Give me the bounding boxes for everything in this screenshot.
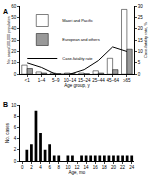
svg-text:4: 4: [14, 136, 17, 141]
svg-text:10–14: 10–14: [64, 78, 77, 83]
svg-text:40: 40: [11, 26, 17, 31]
svg-text:2: 2: [30, 165, 33, 170]
svg-text:0: 0: [138, 72, 141, 77]
svg-text:10: 10: [65, 165, 71, 170]
svg-text:20: 20: [11, 49, 17, 54]
svg-text:4: 4: [39, 165, 42, 170]
svg-text:<1: <1: [25, 78, 31, 83]
svg-text:60: 60: [11, 4, 17, 9]
svg-text:15–24: 15–24: [78, 78, 91, 83]
svg-text:≥65: ≥65: [123, 78, 131, 83]
svg-text:25: 25: [138, 15, 144, 20]
svg-text:22: 22: [120, 165, 126, 170]
svg-text:5: 5: [138, 60, 141, 65]
svg-text:8: 8: [14, 114, 17, 119]
svg-text:30: 30: [138, 4, 144, 9]
svg-text:1–4: 1–4: [38, 78, 46, 83]
svg-text:10: 10: [11, 60, 17, 65]
svg-text:0: 0: [14, 159, 17, 164]
svg-text:20: 20: [111, 165, 117, 170]
svg-text:5–9: 5–9: [52, 78, 60, 83]
svg-text:25–44: 25–44: [92, 78, 105, 83]
svg-text:A: A: [3, 8, 8, 15]
svg-text:24: 24: [129, 165, 135, 170]
svg-text:50: 50: [11, 15, 17, 20]
svg-text:6: 6: [14, 125, 17, 130]
svg-text:14: 14: [84, 165, 90, 170]
svg-text:B: B: [3, 101, 8, 108]
svg-text:European and others: European and others: [62, 37, 99, 42]
svg-text:Case-fatality rate, %: Case-fatality rate, %: [143, 22, 148, 58]
svg-text:18: 18: [102, 165, 108, 170]
svg-text:30: 30: [11, 38, 17, 43]
svg-text:6: 6: [48, 165, 51, 170]
svg-text:8: 8: [58, 165, 61, 170]
svg-text:15: 15: [138, 38, 144, 43]
svg-text:2: 2: [14, 147, 17, 152]
svg-text:12: 12: [74, 165, 80, 170]
svg-text:No. cases: No. cases: [5, 122, 10, 143]
svg-text:45–64: 45–64: [106, 78, 119, 83]
svg-text:10: 10: [138, 49, 144, 54]
svg-text:Age, mo: Age, mo: [69, 170, 86, 175]
svg-text:Maori and Pacific: Maori and Pacific: [62, 18, 93, 23]
svg-text:Age group, y: Age group, y: [64, 83, 90, 88]
svg-text:16: 16: [93, 165, 99, 170]
svg-text:0: 0: [14, 72, 17, 77]
svg-text:Case-fatality rate: Case-fatality rate: [62, 56, 93, 61]
svg-text:No. cases/100,000 population: No. cases/100,000 population: [7, 16, 11, 64]
svg-text:10: 10: [11, 103, 17, 108]
svg-text:20: 20: [138, 26, 144, 31]
svg-text:0: 0: [21, 165, 24, 170]
